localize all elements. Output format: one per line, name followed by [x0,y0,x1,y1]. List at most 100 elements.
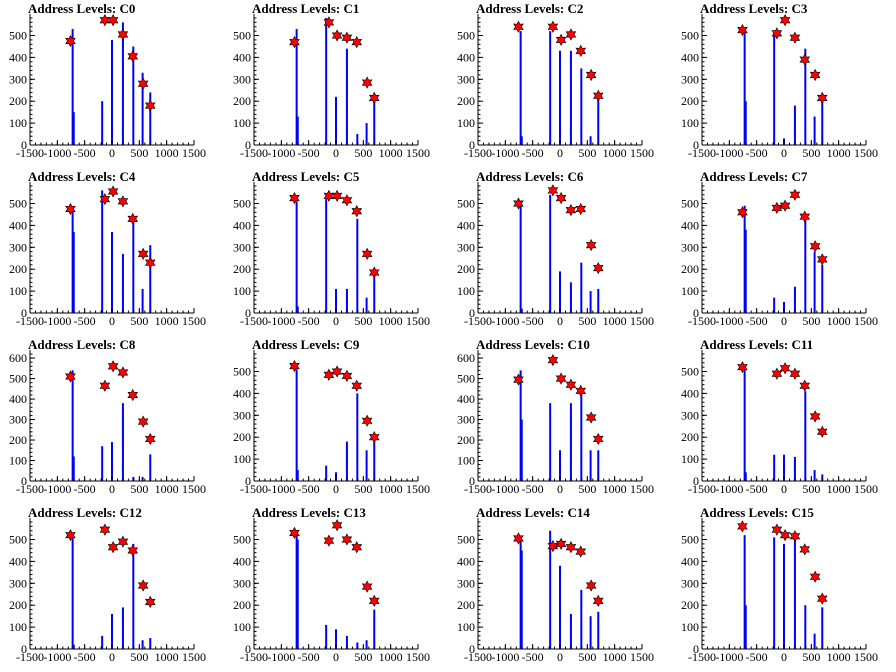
peak-marker [771,27,783,40]
x-tick-label: -1000 [491,482,519,496]
peak-marker [779,199,791,212]
y-tick-label: 100 [233,116,251,130]
hist-bar [580,392,583,481]
x-tick-label: 1000 [827,314,851,328]
hist-bar [121,607,124,649]
chart-title: Address Levels: C11 [700,337,813,352]
peak-marker [592,432,604,446]
peak-marker [65,202,76,216]
y-tick-label: 400 [233,554,251,568]
peak-marker [565,203,577,217]
peak-marker [127,388,139,402]
x-tick-label: -1500 [464,314,492,328]
chart-panel: Address Levels: C10100200300400500-1500-… [233,1,430,160]
peak-marker [779,14,791,27]
hist-bar [141,288,144,313]
y-tick-label: 500 [681,533,699,547]
y-tick-label: 0 [469,306,475,320]
x-tick-label: -500 [522,146,544,160]
x-tick-label: -500 [522,482,544,496]
peak-marker [341,533,353,546]
x-tick-label: 500 [354,650,372,664]
x-tick-label: 500 [354,482,372,496]
peak-marker [737,23,748,37]
peak-marker [289,191,300,205]
y-tick-label: 400 [457,50,475,64]
y-tick-label: 300 [457,413,475,427]
x-tick-label: 1500 [854,650,878,664]
y-tick-label: 300 [9,413,27,427]
y-tick-label: 100 [457,620,475,634]
y-tick-label: 200 [681,598,699,612]
x-tick-label: 0 [333,482,339,496]
peak-marker [771,367,783,380]
chart-panel: Address Levels: C40100200300400500-1500-… [9,169,206,328]
hist-bar [589,616,592,649]
chart-panel: Address Levels: C60100200300400500-1500-… [457,169,654,328]
hist-bar [149,638,152,649]
hist-bar [373,609,376,649]
hist-bar [793,456,796,481]
peak-marker [117,28,129,41]
hist-bar [345,441,348,481]
y-tick-label: 400 [233,50,251,64]
y-tick-label: 400 [9,554,27,568]
chart-panel: Address Levels: C70100200300400500-1500-… [681,169,878,328]
y-tick-label: 0 [21,138,27,152]
hist-bar [71,207,74,313]
x-tick-label: -1500 [688,146,716,160]
x-tick-label: -1500 [240,314,268,328]
peak-marker [331,365,343,378]
hist-bar [519,31,522,145]
hist-bar [296,470,299,481]
y-tick-label: 300 [681,408,699,422]
y-tick-label: 0 [245,642,251,656]
peak-marker [107,541,119,554]
hist-bar [519,370,522,481]
peak-marker [565,541,577,554]
y-tick-label: 500 [681,29,699,43]
hist-bar [804,391,807,481]
hist-bar [335,629,337,649]
x-tick-label: 1500 [630,146,654,160]
peak-marker [565,378,577,391]
peak-marker [789,530,801,543]
chart-panel: Address Levels: C30100200300400500-1500-… [681,1,878,160]
x-tick-label: 1000 [379,650,403,664]
peak-marker [789,188,801,201]
y-tick-label: 200 [9,598,27,612]
hist-bar [101,446,104,481]
x-tick-label: -1500 [16,314,44,328]
x-tick-label: 0 [781,146,787,160]
hist-bar [773,537,776,649]
x-tick-label: -500 [298,314,320,328]
chart-panel: Address Levels: C20100200300400500-1500-… [457,1,654,160]
hist-bar [101,635,104,649]
x-tick-label: 1000 [379,314,403,328]
peak-marker [323,16,335,29]
y-tick-label: 100 [457,284,475,298]
x-tick-label: -500 [746,482,768,496]
chart-title: Address Levels: C8 [28,337,136,352]
hist-bar [559,271,561,313]
chart-panel: Address Levels: C14 0 100 200 300 400 500 -1500… [457,505,654,664]
chart-panel: Address Levels: C15 0 100 200 300 400 500 -1500… [681,505,878,664]
x-tick-label: -500 [298,650,320,664]
x-tick-label: 1000 [827,650,851,664]
y-tick-label: 300 [233,408,251,422]
x-tick-label: 1000 [603,650,627,664]
hist-bar [793,539,796,649]
peak-marker [99,523,111,536]
peak-marker [799,543,811,556]
hist-bar [373,99,376,145]
x-tick-label: 0 [333,650,339,664]
y-tick-label: 100 [681,116,699,130]
y-tick-label: 300 [9,72,27,86]
hist-bar [141,640,144,649]
y-tick-label: 0 [245,138,251,152]
peak-marker [513,20,524,33]
y-tick-label: 400 [681,218,699,232]
peak-marker [368,266,380,279]
hist-bar [813,251,816,313]
